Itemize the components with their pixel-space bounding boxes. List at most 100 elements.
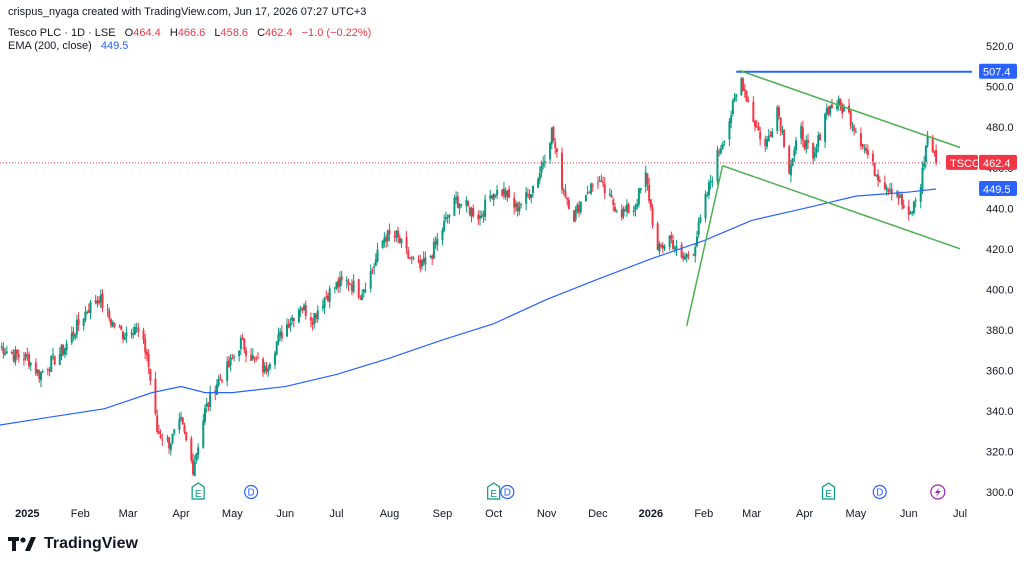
candle-body	[873, 163, 876, 176]
candle-body	[561, 152, 564, 190]
candle-body	[169, 443, 172, 450]
candle-body	[149, 369, 152, 381]
candle-body	[70, 333, 73, 343]
candle-body	[520, 204, 523, 206]
candle-body	[436, 238, 439, 246]
candle-body	[39, 371, 42, 381]
candle-body	[489, 195, 492, 199]
candle-body	[767, 136, 770, 142]
candle-body	[161, 439, 164, 441]
x-tick-label: Sep	[433, 508, 453, 520]
candle-body	[603, 183, 606, 194]
candle-body	[755, 126, 758, 128]
candle-body	[173, 429, 176, 434]
candle-body	[239, 337, 242, 350]
candle-body	[65, 343, 68, 351]
candle-body	[309, 317, 312, 321]
candle-body	[120, 325, 123, 330]
x-tick-label: Oct	[485, 508, 502, 520]
candle-body	[646, 173, 649, 184]
candle-body	[2, 347, 5, 354]
price-tag-bg	[979, 181, 1017, 197]
candle-body	[636, 203, 639, 207]
earnings-marker[interactable]: E	[821, 482, 836, 500]
candle-body	[685, 254, 688, 258]
candle-body	[827, 107, 830, 115]
candle-body	[362, 289, 365, 293]
candle-body	[477, 214, 480, 220]
lightning-icon	[934, 487, 941, 497]
symbol-label[interactable]: Tesco PLC · 1D · LSE	[8, 27, 116, 39]
candle-body	[108, 310, 111, 319]
candle-body	[895, 193, 898, 195]
candle-body	[554, 142, 557, 149]
candle-body	[596, 183, 599, 185]
candle-body	[268, 364, 271, 369]
candle-body	[420, 259, 423, 267]
candle-body	[660, 244, 663, 247]
price-tag-bg	[979, 63, 1017, 79]
candle-body	[0, 346, 3, 348]
candle-body	[687, 254, 690, 256]
earnings-icon	[191, 482, 205, 500]
candle-body	[697, 221, 700, 235]
candle-body	[345, 279, 348, 282]
candle-body	[166, 438, 169, 440]
candle-body	[608, 193, 611, 196]
candle-body	[584, 195, 587, 202]
candle-body	[407, 250, 410, 259]
candle-body	[625, 204, 628, 212]
ema-label[interactable]: EMA (200, close)	[8, 40, 92, 52]
candle-body	[209, 392, 212, 407]
candle-body	[723, 141, 726, 143]
candle-body	[303, 304, 306, 310]
candle-body	[514, 203, 517, 207]
candle-body	[849, 110, 852, 126]
upper-channel-line	[739, 69, 961, 149]
candle-body	[668, 235, 671, 248]
candle-body	[4, 353, 7, 356]
candle-body	[707, 182, 710, 196]
candle-body	[538, 173, 541, 180]
candle-body	[651, 208, 654, 226]
candle-body	[610, 195, 613, 198]
y-tick-label: 340.0	[986, 406, 1014, 418]
candle-body	[219, 377, 222, 379]
candle-body	[644, 171, 647, 187]
tradingview-logo[interactable]: TradingView	[8, 535, 138, 553]
candle-body	[721, 143, 724, 149]
candle-body	[897, 191, 900, 199]
earnings-marker[interactable]: E	[191, 482, 205, 500]
earnings-letter: E	[490, 489, 497, 500]
dividend-marker[interactable]: D	[872, 484, 887, 500]
candle-body	[405, 237, 408, 249]
split-marker[interactable]	[930, 484, 946, 500]
candle-body	[168, 437, 171, 449]
candle-body	[291, 317, 294, 321]
candle-body	[567, 199, 570, 210]
candle-body	[429, 256, 432, 258]
candle-body	[292, 318, 295, 321]
price-tag-bg	[979, 154, 1017, 170]
candle-body	[154, 378, 157, 414]
low-value: 458.6	[220, 27, 249, 39]
candle-body	[824, 113, 827, 142]
x-tick-label: 2026	[639, 508, 663, 520]
earnings-marker[interactable]: E	[487, 482, 501, 500]
candle-body	[818, 134, 821, 141]
candle-body	[899, 195, 902, 198]
candle-body	[313, 313, 316, 325]
candle-body	[89, 302, 92, 314]
candle-body	[197, 447, 200, 455]
candle-body	[226, 361, 229, 381]
candle-body	[98, 300, 101, 304]
candle-body	[579, 201, 582, 212]
dividend-marker[interactable]: D	[244, 484, 259, 500]
dividend-marker[interactable]: D	[500, 484, 515, 500]
candle-body	[931, 136, 934, 153]
candle-body	[764, 138, 767, 147]
candle-body	[62, 344, 65, 355]
candle-body	[24, 353, 27, 359]
candle-body	[709, 181, 712, 183]
